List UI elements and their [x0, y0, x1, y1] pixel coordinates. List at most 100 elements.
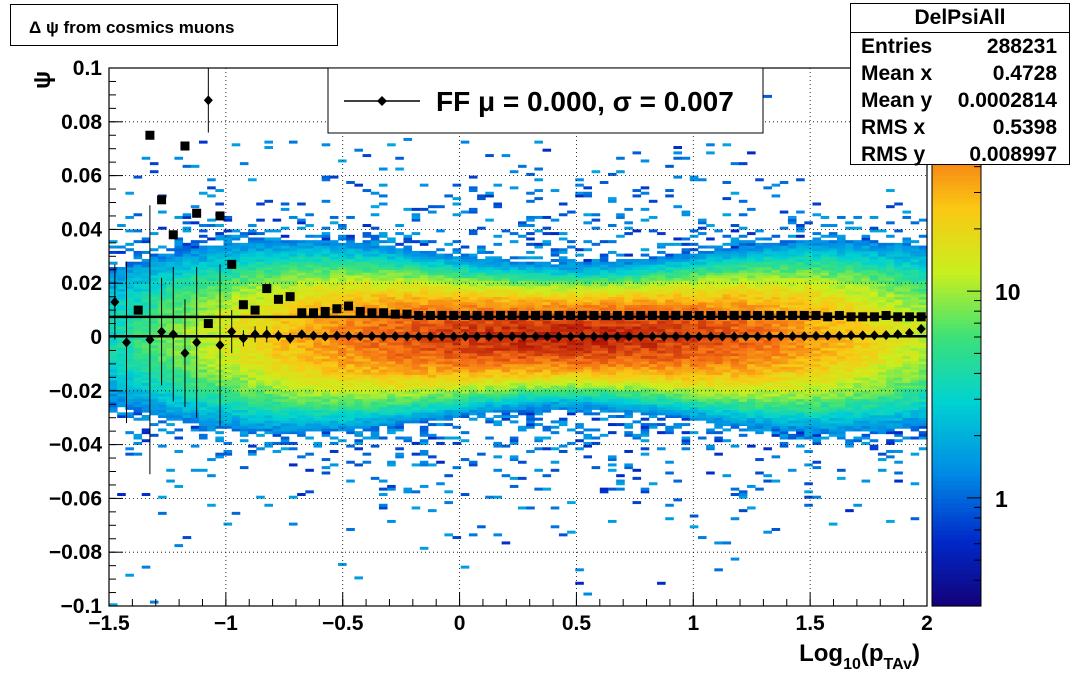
heatmap-cell	[428, 256, 437, 260]
heatmap-cell	[444, 323, 453, 327]
heatmap-cell	[477, 415, 486, 418]
heatmap-cell	[526, 288, 535, 292]
heatmap-cell	[403, 436, 413, 440]
heatmap-cell	[174, 156, 184, 160]
heatmap-cell	[125, 573, 134, 577]
heatmap-cell	[395, 390, 404, 394]
heatmap-cell	[280, 428, 290, 432]
heatmap-cell	[256, 371, 265, 375]
heatmap-cell	[223, 388, 233, 392]
heatmap-cell	[264, 412, 273, 416]
heatmap-cell	[321, 471, 331, 475]
heatmap-cell	[509, 280, 519, 284]
heatmap-cell	[305, 323, 314, 327]
heatmap-cell	[125, 371, 134, 375]
heatmap-cell	[583, 363, 593, 367]
heatmap-cell	[526, 406, 535, 410]
heatmap-cell	[174, 393, 184, 397]
heatmap-cell	[387, 487, 396, 491]
heatmap-cell	[158, 396, 167, 400]
heatmap-cell	[264, 380, 273, 384]
heatmap-cell	[362, 347, 372, 351]
heatmap-cell	[321, 425, 331, 429]
heatmap-cell	[354, 253, 363, 257]
heatmap-cell	[493, 296, 503, 300]
heatmap-cell	[599, 288, 609, 292]
heatmap-cell	[509, 328, 519, 332]
heatmap-cell	[452, 404, 462, 408]
heatmap-cell	[558, 291, 568, 295]
heatmap-cell	[485, 369, 494, 373]
heatmap-cell	[338, 337, 347, 340]
heatmap-cell	[305, 347, 314, 351]
heatmap-cell	[485, 326, 494, 330]
heatmap-cell	[149, 342, 159, 346]
heatmap-cell	[395, 261, 404, 265]
heatmap-cell	[338, 377, 347, 381]
heatmap-cell	[550, 291, 560, 295]
heatmap-cell	[468, 355, 478, 359]
heatmap-cell	[117, 299, 126, 303]
heatmap-cell	[198, 358, 208, 362]
heatmap-cell	[329, 396, 339, 400]
heatmap-cell	[640, 264, 650, 268]
heatmap-cell	[395, 320, 404, 324]
heatmap-cell	[444, 328, 453, 332]
heatmap-cell	[158, 398, 167, 402]
heatmap-cell	[354, 339, 363, 343]
heatmap-cell	[403, 264, 413, 268]
heatmap-cell	[419, 396, 429, 400]
heatmap-cell	[558, 302, 568, 306]
heatmap-cell	[616, 302, 625, 306]
heatmap-cell	[436, 339, 445, 343]
heatmap-cell	[648, 215, 658, 219]
heatmap-cell	[436, 275, 445, 279]
heatmap-cell	[542, 267, 552, 271]
heatmap-cell	[158, 283, 167, 287]
heatmap-cell	[534, 242, 543, 246]
heatmap-cell	[411, 320, 421, 324]
heatmap-cell	[575, 275, 584, 279]
heatmap-cell	[624, 431, 633, 435]
heatmap-cell	[149, 258, 159, 262]
heatmap-cell	[133, 371, 143, 375]
heatmap-cell	[607, 380, 617, 384]
heatmap-cell	[395, 371, 404, 375]
heatmap-cell	[468, 253, 478, 257]
heatmap-cell	[198, 428, 208, 432]
heatmap-cell	[190, 307, 200, 311]
heatmap-cell	[223, 250, 233, 254]
heatmap-cell	[207, 380, 216, 384]
heatmap-cell	[272, 291, 282, 295]
heatmap-cell	[591, 406, 601, 410]
heatmap-cell	[125, 307, 134, 311]
heatmap-cell	[534, 256, 543, 260]
heatmap-cell	[567, 291, 576, 295]
heatmap-cell	[313, 288, 323, 292]
heatmap-cell	[452, 277, 462, 281]
heatmap-cell	[329, 277, 339, 281]
heatmap-cell	[607, 463, 617, 467]
heatmap-cell	[583, 261, 593, 265]
heatmap-cell	[632, 328, 642, 332]
heatmap-cell	[297, 221, 306, 225]
heatmap-cell	[190, 240, 200, 244]
heatmap-cell	[607, 318, 617, 322]
heatmap-cell	[231, 425, 241, 429]
heatmap-cell	[329, 264, 339, 268]
heatmap-cell	[624, 299, 633, 303]
heatmap-cell	[452, 361, 462, 365]
heatmap-cell	[387, 283, 396, 287]
heatmap-cell	[387, 374, 396, 378]
heatmap-cell	[362, 307, 372, 311]
heatmap-cell	[436, 347, 445, 351]
heatmap-cell	[321, 245, 331, 249]
heatmap-cell	[665, 412, 674, 416]
heatmap-cell	[640, 388, 650, 392]
heatmap-cell	[378, 420, 388, 424]
heatmap-cell	[198, 250, 208, 254]
heatmap-cell	[411, 441, 421, 445]
heatmap-cell	[419, 307, 429, 311]
heatmap-cell	[501, 299, 511, 303]
heatmap-cell	[207, 406, 216, 410]
